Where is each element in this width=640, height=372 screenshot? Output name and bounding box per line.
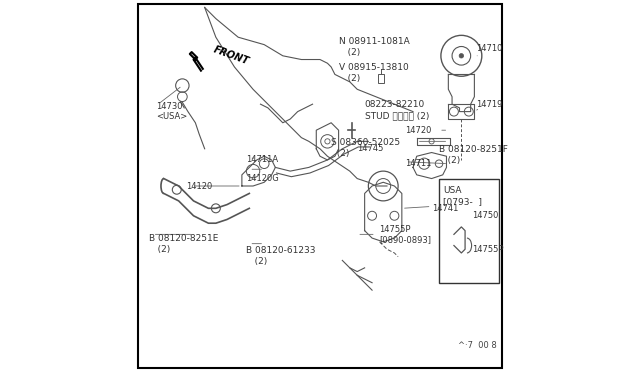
Text: B 08120-61233
   (2): B 08120-61233 (2) <box>246 246 315 266</box>
Text: 14711: 14711 <box>406 159 432 168</box>
Text: 14710: 14710 <box>476 44 502 53</box>
Text: 14711A: 14711A <box>246 155 278 164</box>
Text: 14120G: 14120G <box>246 174 278 183</box>
Circle shape <box>459 54 463 58</box>
Text: V 08915-13810
   (2): V 08915-13810 (2) <box>339 63 408 83</box>
Polygon shape <box>190 52 203 71</box>
Text: B 08120-8251F
   (2): B 08120-8251F (2) <box>439 145 508 165</box>
Text: 14755P: 14755P <box>472 245 504 254</box>
Text: 14730
<USA>: 14730 <USA> <box>156 102 188 121</box>
Text: 14120: 14120 <box>186 182 212 190</box>
Text: FRONT: FRONT <box>212 45 250 67</box>
Bar <box>439 179 499 283</box>
Text: USA
[0793-  ]: USA [0793- ] <box>443 186 482 206</box>
Bar <box>378 74 385 83</box>
Text: 14745: 14745 <box>357 144 383 153</box>
Text: 14719: 14719 <box>476 100 502 109</box>
Text: 14741: 14741 <box>431 204 458 213</box>
Text: 08223-82210
STUD スタッド (2): 08223-82210 STUD スタッド (2) <box>365 100 429 121</box>
Text: ^·7  00 8: ^·7 00 8 <box>458 341 497 350</box>
Text: N 08911-1081A
   (2): N 08911-1081A (2) <box>339 37 410 57</box>
Text: 14720: 14720 <box>406 126 432 135</box>
Text: B 08120-8251E
   (2): B 08120-8251E (2) <box>149 234 218 254</box>
Text: 14755P
[0890-0893]: 14755P [0890-0893] <box>380 225 431 244</box>
Text: S 08360-52025
  (2): S 08360-52025 (2) <box>331 138 400 158</box>
Text: 14750: 14750 <box>472 211 499 220</box>
